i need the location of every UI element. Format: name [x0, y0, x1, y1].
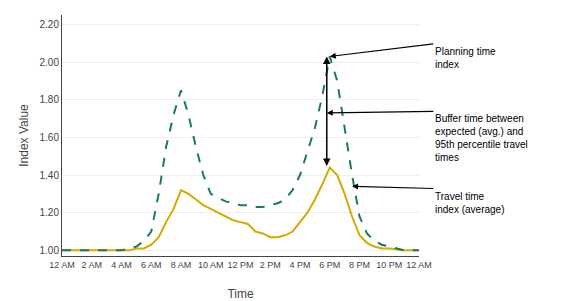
svg-text:4 PM: 4 PM — [289, 260, 310, 270]
svg-text:2.20: 2.20 — [40, 19, 60, 30]
svg-text:12 AM: 12 AM — [406, 260, 432, 270]
svg-text:12 PM: 12 PM — [227, 260, 253, 270]
svg-text:Index Value: Index Value — [17, 104, 31, 167]
svg-text:1.40: 1.40 — [40, 170, 60, 181]
svg-text:1.60: 1.60 — [40, 132, 60, 143]
svg-text:2 PM: 2 PM — [260, 260, 281, 270]
svg-text:10 PM: 10 PM — [376, 260, 402, 270]
svg-text:8 AM: 8 AM — [171, 260, 192, 270]
svg-text:2.00: 2.00 — [40, 57, 60, 68]
svg-text:12 AM: 12 AM — [49, 260, 75, 270]
svg-text:1.20: 1.20 — [40, 207, 60, 218]
svg-text:Time: Time — [227, 287, 254, 301]
svg-text:Travel timeindex (average): Travel timeindex (average) — [435, 191, 504, 215]
svg-text:Buffer time betweenexpected (a: Buffer time betweenexpected (avg.) and95… — [435, 113, 528, 163]
svg-text:Planning timeindex: Planning timeindex — [435, 46, 496, 70]
svg-text:4 AM: 4 AM — [111, 260, 132, 270]
svg-text:1.80: 1.80 — [40, 94, 60, 105]
svg-text:1.00: 1.00 — [40, 245, 60, 256]
svg-text:8 PM: 8 PM — [349, 260, 370, 270]
svg-text:10 AM: 10 AM — [198, 260, 224, 270]
svg-text:2 AM: 2 AM — [81, 260, 102, 270]
svg-text:6 AM: 6 AM — [141, 260, 162, 270]
svg-text:6 PM: 6 PM — [319, 260, 340, 270]
